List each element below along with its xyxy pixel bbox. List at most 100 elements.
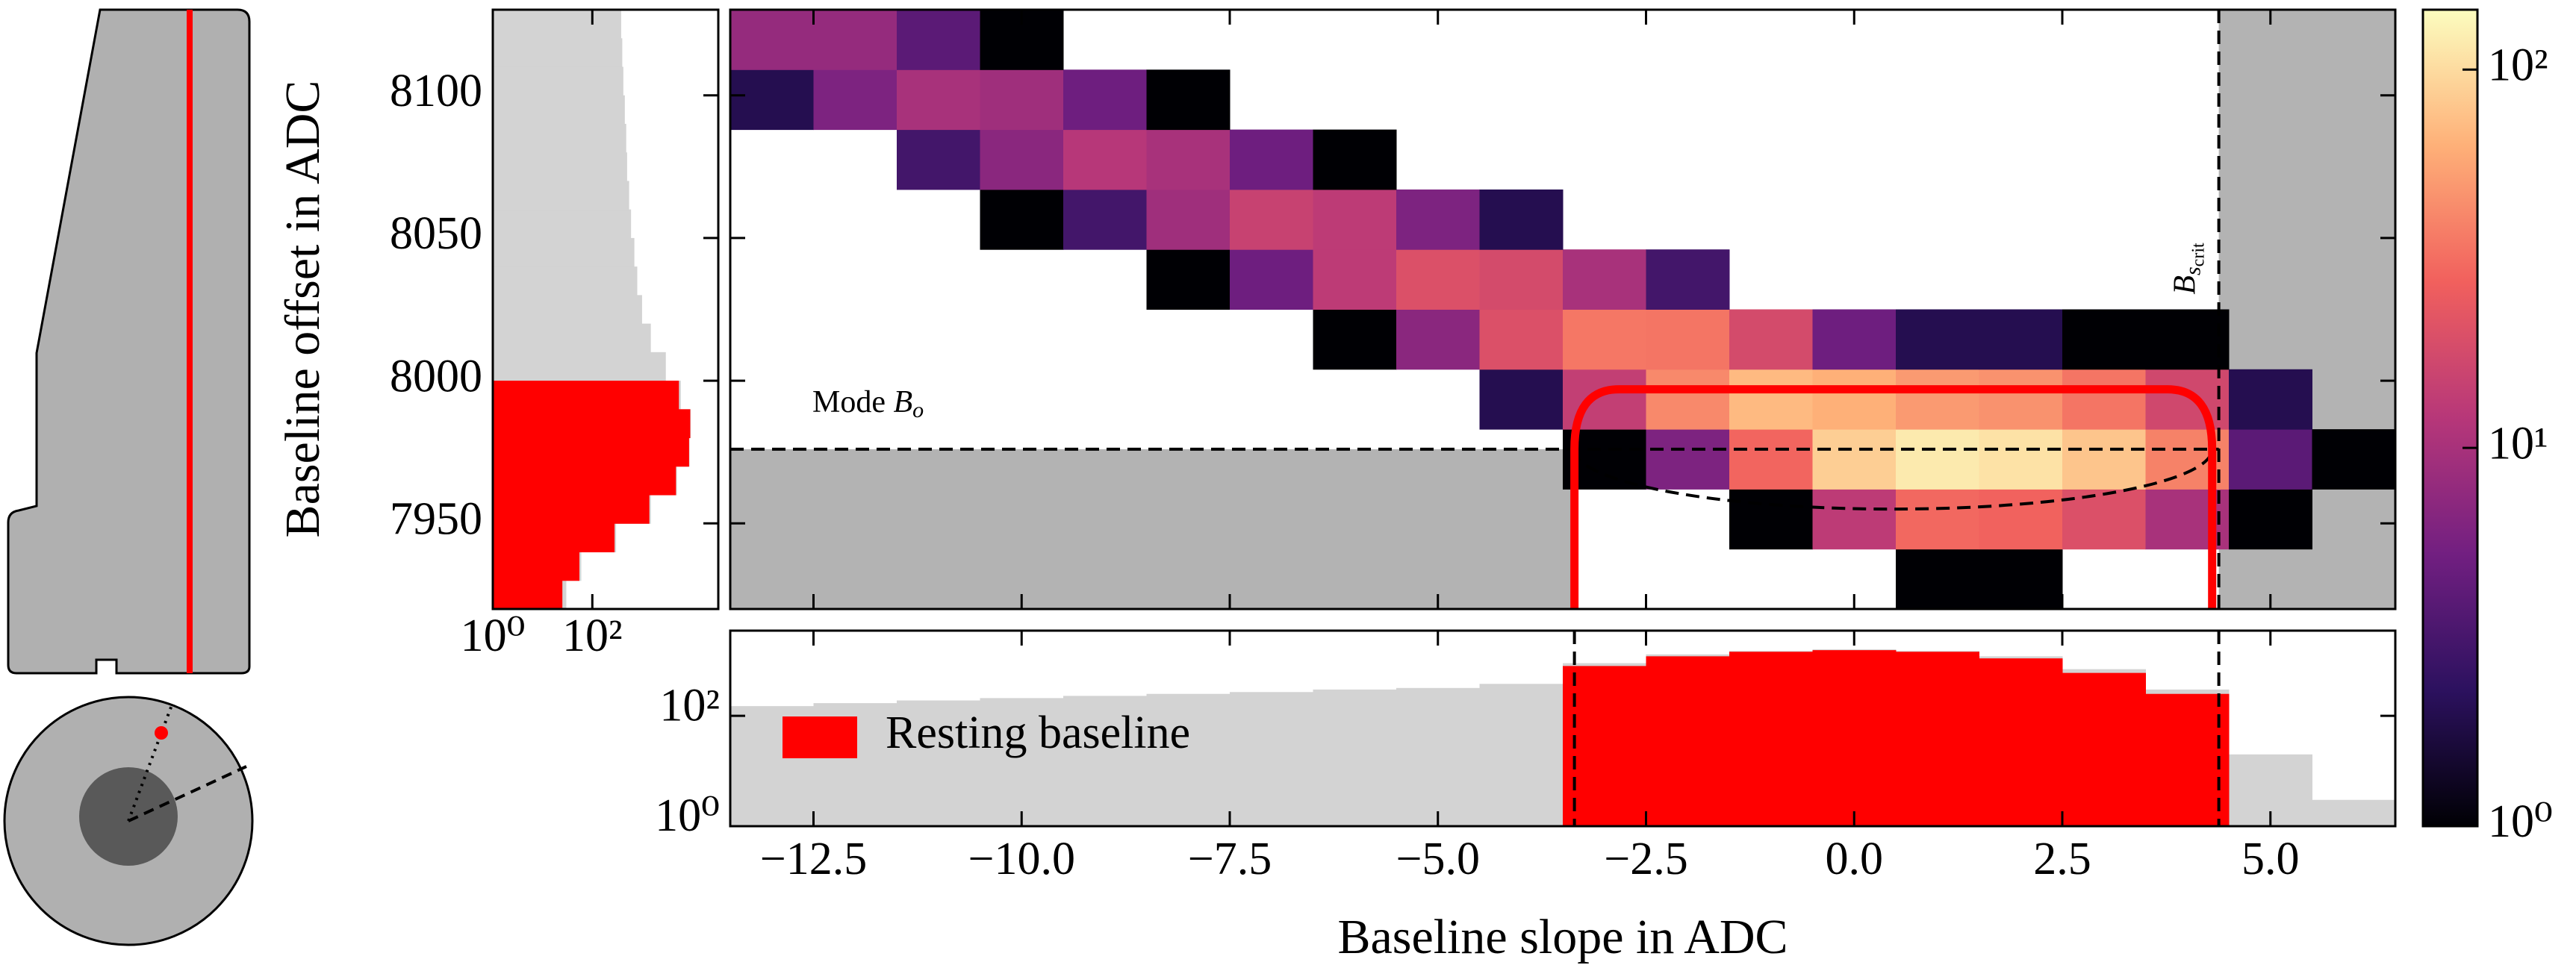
x-tick-label: 10²	[562, 610, 623, 661]
heatmap-cell	[813, 69, 897, 131]
hist-bar	[1479, 684, 1564, 826]
crit-label-sub: s	[2181, 266, 2206, 275]
y-tick-label: 8100	[390, 66, 482, 116]
hist-bar	[897, 700, 980, 826]
crit-label-symbol: B	[2168, 275, 2202, 295]
heatmap-cell	[813, 10, 897, 70]
mode-label-symbol: B	[894, 385, 913, 419]
heatmap-cell	[1979, 489, 2063, 550]
heatmap-cell	[1563, 249, 1646, 310]
heatmap-cell	[1313, 129, 1397, 190]
heatmap-cell	[1979, 369, 2063, 430]
heatmap-cell	[2145, 489, 2230, 550]
hist-bar	[2062, 672, 2146, 826]
heatmap-cell	[730, 10, 814, 70]
hist-bar	[493, 152, 627, 181]
heatmap-cell	[2145, 369, 2230, 430]
heatmap-cell	[2062, 429, 2146, 490]
hist-bar	[493, 323, 651, 353]
y-tick-label: 7950	[390, 494, 482, 545]
heatmap-cell	[1146, 129, 1231, 190]
hist-bar	[493, 580, 563, 610]
heatmap-cell	[897, 10, 980, 70]
hist-bar	[1812, 650, 1897, 826]
dashed-radius	[128, 765, 247, 822]
heatmap-cell	[1646, 429, 1730, 490]
hist-bar	[493, 209, 632, 239]
hist-bar	[1729, 652, 1813, 826]
heatmap-cell	[1812, 309, 1897, 370]
y-axis-title: Baseline offset in ADC	[276, 81, 330, 538]
colorbar-tick-label: 10⁰	[2488, 796, 2553, 847]
x-tick-label: 0.0	[1826, 834, 1884, 884]
hist-bar	[493, 409, 691, 439]
heatmap-cell	[1313, 249, 1397, 310]
legend-swatch	[783, 716, 857, 758]
hist-bar	[493, 437, 689, 467]
x-tick-label: 5.0	[2241, 834, 2300, 884]
heatmap-cell	[1729, 369, 1813, 430]
legend-label: Resting baseline	[886, 708, 1190, 758]
heatmap-cell	[980, 69, 1064, 131]
hist-bar	[1146, 693, 1231, 826]
hist-bar	[493, 38, 623, 67]
hist-bar	[1313, 689, 1397, 826]
plot-frame	[729, 629, 2397, 828]
x-tick-label: −10.0	[968, 834, 1075, 884]
hist-bar	[493, 95, 625, 125]
heatmap-cell	[2062, 309, 2146, 370]
hist-bar	[493, 552, 579, 581]
heatmap-cell	[1979, 549, 2063, 610]
hist-bar	[1063, 696, 1147, 826]
mode-label-sub: o	[912, 398, 924, 422]
heatmap-cell	[1230, 129, 1313, 190]
heatmap-cell	[1313, 189, 1397, 250]
y-tick-label: 10⁰	[655, 790, 720, 841]
heatmap-cell	[2229, 489, 2312, 550]
heatmap-cell	[1646, 369, 1730, 430]
heatmap-cell	[1479, 249, 1564, 310]
heatmap-cell	[1396, 249, 1480, 310]
detector-schematic	[3, 8, 254, 946]
heatmap-cell	[1896, 369, 1979, 430]
mode-label: Mode Bo	[812, 385, 924, 422]
crit-label-subsub: crit	[2188, 243, 2208, 266]
hist-bar	[1646, 656, 1730, 826]
x-tick-label: −12.5	[760, 834, 867, 884]
hist-bar	[1563, 666, 1646, 826]
plot-frame	[729, 8, 2397, 610]
hist-bar	[1230, 692, 1313, 826]
heatmap-cell	[1146, 69, 1231, 131]
x-tick-label: −7.5	[1188, 834, 1272, 884]
heatmap-cell	[1479, 369, 1564, 430]
heatmap-cell	[1396, 309, 1480, 370]
heatmap-cell	[2229, 369, 2312, 430]
hist-bar	[493, 181, 629, 210]
hist-bar	[493, 495, 650, 524]
heatmap-cell	[1230, 189, 1313, 250]
hist-bar	[2145, 693, 2230, 826]
colorbar-tick-label: 10¹	[2488, 418, 2548, 469]
hist-bar	[493, 466, 676, 496]
hist-bar	[1979, 658, 2063, 826]
mode-label-text: Mode	[812, 385, 894, 419]
x-tick-label: 10⁰	[461, 610, 526, 661]
heatmap-cell	[1063, 69, 1147, 131]
heatmap-cell	[1896, 309, 1979, 370]
hist-bar	[2312, 799, 2396, 826]
heatmap-cell	[2229, 429, 2312, 490]
selection-contour	[1570, 385, 2217, 609]
heatmap-cell	[980, 189, 1064, 250]
heatmap-cell	[1396, 189, 1480, 250]
hist-bar	[493, 123, 626, 153]
hist-bar	[493, 237, 635, 267]
heatmap-cell	[1063, 189, 1147, 250]
heatmap-cell	[730, 69, 814, 131]
heatmap-cell	[897, 129, 980, 190]
heatmap-cell	[1146, 249, 1231, 310]
hist-bar	[493, 523, 615, 553]
detector-core	[79, 767, 178, 866]
colorbar	[2421, 8, 2479, 828]
excluded-region	[730, 449, 1575, 609]
